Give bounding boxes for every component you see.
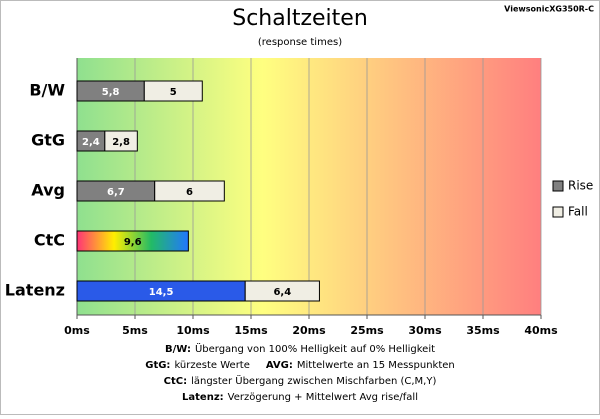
watermark: ViewsonicXG350R-C [504, 5, 594, 14]
x-tick-label: 30ms [408, 324, 442, 337]
note-line: Latenz: Verzögerung + Mittelwert Avg rise… [182, 392, 418, 403]
y-tick-label: Latenz [5, 281, 65, 300]
x-tick-label: 15ms [234, 324, 268, 337]
y-tick-label: GtG [31, 131, 65, 150]
note-text: längster Übergang zwischen Mischfarben (… [191, 374, 436, 387]
value-label: 5 [170, 87, 177, 98]
value-label: 6,4 [273, 287, 291, 298]
x-tick-label: 10ms [176, 324, 210, 337]
bar-segment [104, 130, 138, 152]
chart-subtitle: (response times) [258, 37, 342, 48]
value-label: 6,7 [107, 187, 125, 198]
note-label: CtC: [164, 376, 187, 387]
x-tick-label: 20ms [292, 324, 326, 337]
note-text: Mittelwerte an 15 Messpunkten [297, 360, 455, 371]
legend-swatch [552, 180, 564, 192]
x-tick-label: 40ms [524, 324, 558, 337]
note-label: B/W: [165, 344, 191, 355]
legend-swatch [552, 206, 564, 218]
bar-segment [244, 280, 320, 302]
note-label: Latenz: [182, 392, 224, 403]
bar-segment [143, 80, 203, 102]
chart-title: Schaltzeiten [232, 6, 368, 31]
y-tick-label: CtC [34, 231, 65, 250]
note-label: GtG: [145, 360, 170, 371]
bar-segment [154, 180, 225, 202]
value-label: 2,8 [112, 137, 130, 148]
note-line: GtG: kürzeste Werte AVG: Mittelwerte an 15 … [145, 360, 455, 371]
note-text: Verzögerung + Mittelwert Avg rise/fall [228, 392, 418, 403]
value-label: 14,5 [149, 287, 174, 298]
note-text: kürzeste Werte [174, 360, 249, 371]
x-tick-label: 0ms [64, 324, 90, 337]
note-text: Übergang von 100% Helligkeit auf 0% Hell… [195, 342, 435, 355]
note-line: CtC: längster Übergang zwischen Mischfarb… [164, 374, 437, 387]
x-tick-label: 25ms [350, 324, 384, 337]
y-tick-label: Avg [31, 181, 65, 200]
bar-segment [76, 230, 189, 252]
y-tick-label: B/W [29, 81, 65, 100]
note-label: AVG: [266, 360, 293, 371]
x-tick-label: 5ms [122, 324, 148, 337]
legend-label: Rise [568, 179, 593, 193]
value-label: 5,8 [102, 87, 120, 98]
value-label: 6 [186, 187, 193, 198]
legend-label: Fall [568, 205, 588, 219]
x-tick-label: 35ms [466, 324, 500, 337]
note-line: B/W: Übergang von 100% Helligkeit auf 0% … [165, 342, 435, 355]
value-label: 2,4 [82, 137, 100, 148]
value-label: 9,6 [124, 237, 142, 248]
